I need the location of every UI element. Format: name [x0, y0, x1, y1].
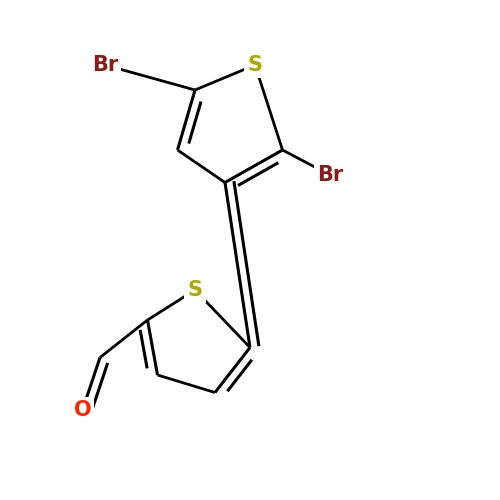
Text: Br: Br: [317, 165, 343, 185]
Text: S: S: [248, 55, 262, 75]
Text: Br: Br: [92, 55, 118, 75]
Text: S: S: [188, 280, 202, 300]
Text: O: O: [74, 400, 92, 420]
